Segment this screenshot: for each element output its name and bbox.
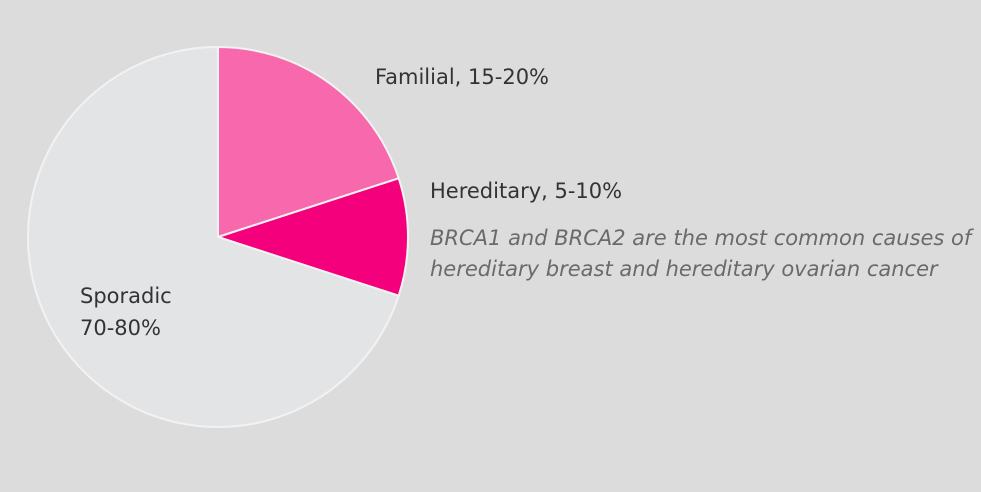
annotation: hereditary breast and hereditary ovarian… bbox=[430, 257, 939, 281]
pie-slice bbox=[214, 177, 409, 297]
annotation: BRCA1 and BRCA2 are the most common caus… bbox=[430, 226, 975, 250]
slice-label: Familial, 15-20% bbox=[375, 65, 549, 89]
pie-slice bbox=[27, 45, 400, 428]
slice-label: Sporadic bbox=[80, 284, 172, 308]
slice-label: 70-80% bbox=[80, 316, 161, 340]
pie-slice bbox=[217, 45, 400, 239]
slice-label: Hereditary, 5-10% bbox=[430, 179, 622, 203]
